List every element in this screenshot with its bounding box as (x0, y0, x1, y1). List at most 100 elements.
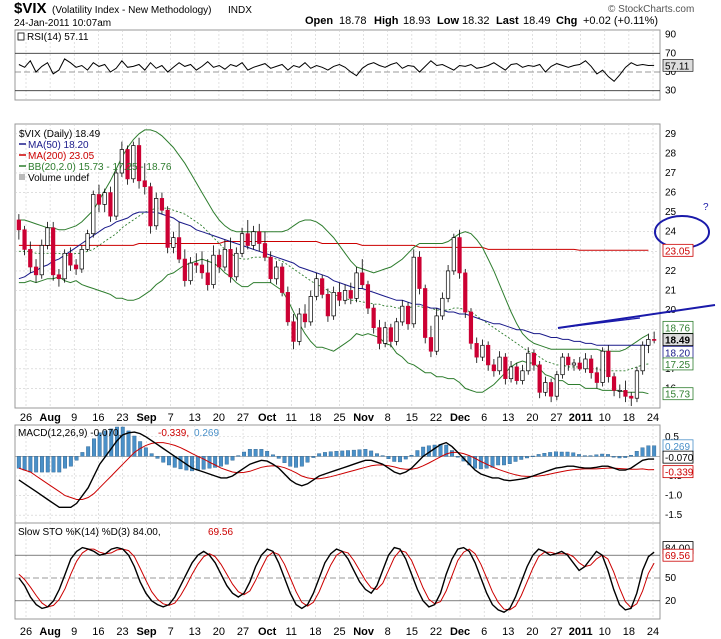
macd-histogram-bar (86, 446, 91, 457)
x-tick-label: 26 (20, 412, 32, 424)
macd-histogram-bar (525, 456, 529, 459)
lower-trendline (557, 317, 641, 329)
exchange: INDX (228, 5, 252, 16)
rsi-value-label: 57.11 (665, 61, 690, 72)
candle (491, 364, 496, 372)
price-tick: 22 (665, 266, 677, 277)
macd-histogram-bar (646, 445, 651, 457)
macd-histogram-bar (323, 452, 327, 457)
x-tick-label: 27 (237, 626, 249, 638)
candle (360, 272, 365, 286)
candle (125, 149, 130, 180)
price-tick: 25 (665, 207, 677, 218)
x-tick-label: 16 (92, 626, 104, 638)
macd-histogram-bar (484, 456, 489, 469)
macd-histogram-bar (28, 456, 33, 473)
candle (182, 258, 187, 281)
rsi-tick: 30 (665, 86, 677, 97)
macd-histogram-bar (259, 449, 264, 457)
candle (176, 237, 182, 260)
macd-histogram-bar (201, 456, 206, 470)
ma200-circle (654, 215, 710, 249)
macd-histogram-bar (230, 456, 235, 461)
candle (468, 311, 474, 344)
x-tick-label: Aug (39, 626, 60, 638)
candle (486, 344, 491, 366)
macd-histogram-bar (450, 450, 454, 457)
macd-histogram-bar (276, 456, 281, 459)
macd-histogram-bar (444, 444, 449, 457)
x-tick-label: 15 (406, 412, 418, 424)
last-label: Last (496, 15, 519, 27)
macd-histogram-bar (195, 456, 200, 471)
candle (45, 227, 50, 246)
macd-histogram-bar (294, 456, 298, 468)
candle (28, 249, 33, 268)
macd-histogram-bar (265, 451, 270, 457)
macd-histogram-bar (236, 455, 241, 457)
candle (354, 272, 359, 299)
macd-histogram-bar (617, 456, 622, 459)
candle (16, 219, 21, 231)
macd-histogram-bar (132, 435, 137, 457)
candle (480, 344, 485, 358)
macd-histogram-bar (478, 456, 483, 470)
candle (646, 339, 651, 346)
macd-histogram-bar (224, 456, 229, 465)
rsi-tick: 50 (665, 67, 677, 78)
candle (440, 297, 445, 317)
candle (62, 252, 67, 280)
candle (96, 194, 102, 205)
rsi-tick: 70 (665, 48, 677, 59)
price-value-label: 18.76 (665, 323, 690, 334)
last-value: 18.49 (523, 15, 551, 27)
candle (514, 366, 519, 381)
macd-layer (15, 426, 660, 508)
candle (79, 249, 84, 270)
candle (291, 321, 296, 342)
candle (165, 209, 170, 248)
macd-histogram-bar (51, 456, 56, 473)
x-tick-label: 18 (623, 626, 635, 638)
macd-histogram-bar (63, 456, 67, 469)
x-tick-label: 20 (213, 412, 225, 424)
candle (445, 270, 451, 299)
candle (503, 356, 508, 379)
macd-histogram-bar (357, 449, 362, 457)
price-legend: $VIX (Daily) 18.49 MA(50) 18.20 MA(200) … (19, 129, 172, 184)
macd-histogram-bar (328, 451, 333, 457)
macd-histogram-bar (242, 451, 247, 457)
candle (274, 266, 279, 280)
candle (594, 372, 599, 383)
macd-line (18, 431, 655, 508)
x-tick-label: Nov (353, 412, 375, 424)
macd-histogram-bar (600, 453, 605, 457)
ma200-line (18, 241, 649, 251)
macd-histogram-bar (409, 455, 414, 457)
candle (22, 229, 27, 250)
candle (543, 382, 548, 393)
price-value-tag (662, 243, 694, 257)
macd-histogram-bar (455, 456, 460, 458)
macd-histogram-bar (415, 450, 420, 457)
macd-histogram-bar (213, 456, 218, 468)
candle (531, 352, 537, 366)
x-tick-label: Oct (258, 626, 277, 638)
sto-legend: Slow STO %K(14) %D(3) 84.00, 69.56 (18, 527, 233, 538)
macd-histogram-bar (126, 430, 131, 457)
x-tick-label: 16 (92, 412, 104, 424)
axis-ticks: 9070503029282726252423222120191817160.50… (665, 30, 683, 607)
x-tick-label: Dec (450, 626, 470, 638)
open-value: 18.78 (339, 15, 367, 27)
x-tick-label: Dec (450, 412, 470, 424)
candle (365, 284, 371, 309)
macd-histogram-bar (45, 456, 50, 473)
macd-histogram-bar (536, 454, 541, 457)
symbol-title: $VIX (14, 0, 47, 17)
macd-value-label: 0.269 (665, 442, 690, 453)
macd-histogram-bar (606, 454, 610, 457)
candle (39, 245, 44, 276)
candle (583, 358, 588, 370)
x-tick-label: Oct (258, 412, 277, 424)
candle (640, 344, 645, 372)
